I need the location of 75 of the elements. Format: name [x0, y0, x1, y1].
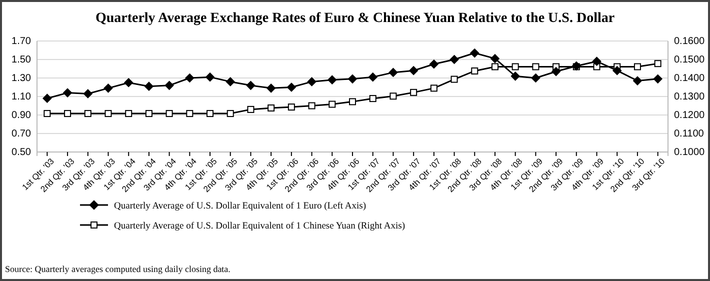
- point: [328, 75, 337, 84]
- point: [633, 76, 642, 86]
- y2-tick-label: 0.1200: [674, 110, 706, 122]
- point: [491, 63, 498, 70]
- point: [429, 60, 438, 69]
- point: [592, 56, 602, 66]
- point: [388, 68, 398, 77]
- point: [410, 88, 418, 96]
- point: [64, 110, 72, 118]
- point: [653, 74, 662, 84]
- point: [450, 76, 458, 83]
- y-tick-label: 1.30: [12, 73, 32, 84]
- point: [430, 84, 438, 92]
- y2-tick-label: 0.1100: [674, 128, 704, 140]
- point: [186, 110, 194, 118]
- point: [206, 110, 214, 118]
- point: [246, 80, 256, 90]
- point: [104, 84, 113, 93]
- point: [42, 94, 52, 103]
- point: [308, 102, 316, 110]
- point: [288, 104, 295, 111]
- y-tick-label: 1.50: [12, 54, 32, 66]
- point: [286, 82, 296, 92]
- point: [390, 92, 397, 100]
- point: [490, 54, 500, 64]
- point: [226, 77, 235, 86]
- y2-tick-label: 0.1600: [674, 36, 706, 48]
- point: [247, 106, 254, 113]
- y2-tick-label: 0.1400: [674, 73, 706, 84]
- point: [634, 63, 641, 70]
- point: [84, 110, 92, 118]
- point: [226, 110, 234, 118]
- point: [44, 110, 51, 118]
- point: [63, 88, 72, 98]
- point: [266, 84, 276, 93]
- y-tick-label: 0.90: [12, 110, 32, 122]
- y-tick-label: 0.50: [12, 147, 32, 158]
- legend-label: Quarterly Average of U.S. Dollar Equivalent of 1 Chinese Yuan (Right Axis): [114, 222, 406, 232]
- point: [612, 66, 622, 76]
- point: [552, 67, 561, 76]
- y-tick-label: 0.70: [12, 128, 32, 140]
- point: [532, 63, 540, 70]
- chart-title: Quarterly Average Exchange Rates of Euro & Chinese Yuan Relative to the U.S. Dollar: [95, 11, 615, 26]
- point: [145, 110, 152, 118]
- point: [185, 74, 194, 82]
- point: [124, 78, 134, 88]
- point: [531, 74, 540, 82]
- point: [654, 60, 662, 68]
- y-tick-label: 1.70: [12, 36, 32, 48]
- point: [450, 55, 459, 64]
- point: [348, 74, 357, 84]
- source-note: Source: Quarterly averages computed using daily closing data.: [5, 264, 230, 274]
- y2-tick-label: 0.1000: [674, 147, 706, 158]
- point: [307, 77, 316, 86]
- point: [328, 100, 336, 108]
- point: [104, 110, 112, 118]
- point: [470, 48, 480, 58]
- point: [510, 72, 520, 81]
- point: [409, 66, 418, 76]
- point: [206, 72, 214, 82]
- legend-label: Quarterly Average of U.S. Dollar Equivalent of 1 Euro (Left Axis): [114, 202, 366, 212]
- point: [144, 82, 154, 91]
- point: [268, 104, 275, 112]
- point: [369, 95, 376, 102]
- y-tick-label: 1.10: [12, 92, 32, 103]
- point: [125, 110, 132, 118]
- point: [164, 80, 174, 90]
- point: [368, 72, 378, 82]
- point: [166, 110, 173, 118]
- point: [471, 67, 478, 74]
- point: [512, 63, 519, 70]
- point: [83, 89, 92, 98]
- y2-tick-label: 0.1300: [674, 92, 706, 103]
- y2-tick-label: 0.1500: [674, 54, 706, 66]
- point: [349, 98, 356, 106]
